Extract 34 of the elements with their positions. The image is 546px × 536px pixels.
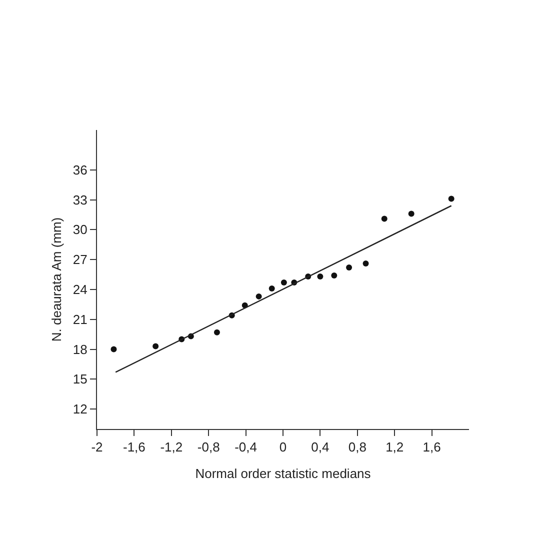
x-tick-label: 1,2 (386, 440, 404, 455)
y-axis-title: N. deaurata Am (mm) (49, 217, 64, 342)
point (110, 346, 117, 352)
point (362, 260, 369, 267)
x-tick-label: 0,8 (348, 440, 366, 455)
point (268, 285, 275, 292)
x-tick-label: -0,4 (234, 440, 258, 455)
y-tick-label: 24 (72, 282, 88, 298)
point (448, 196, 454, 202)
x-tick-label: -1,6 (122, 440, 146, 455)
point (381, 216, 388, 222)
point (346, 264, 352, 271)
x-tick-label: 0,4 (311, 440, 330, 455)
x-tick-label: 1,6 (422, 440, 441, 455)
x-tick-label: -1,2 (160, 440, 183, 455)
y-tick-label: 33 (72, 192, 88, 208)
y-tick-label: 36 (72, 162, 88, 178)
point (152, 343, 159, 350)
y-tick-label: 21 (72, 312, 88, 327)
point (256, 293, 262, 300)
point (331, 272, 338, 279)
y-tick-label: 18 (72, 342, 88, 357)
y-tick-label: 12 (72, 402, 88, 417)
x-tick-label: 0 (279, 440, 287, 455)
point (214, 329, 220, 336)
point (280, 279, 287, 286)
point (317, 274, 324, 280)
x-tick-label: -0,8 (197, 440, 220, 455)
y-tick-label: 30 (72, 222, 88, 238)
y-tick-label: 15 (72, 372, 88, 387)
y-tick-label: 27 (72, 252, 88, 268)
x-axis-title: Normal order statistic medians (195, 466, 372, 481)
point (408, 210, 414, 217)
x-tick-label: -2 (91, 440, 103, 455)
